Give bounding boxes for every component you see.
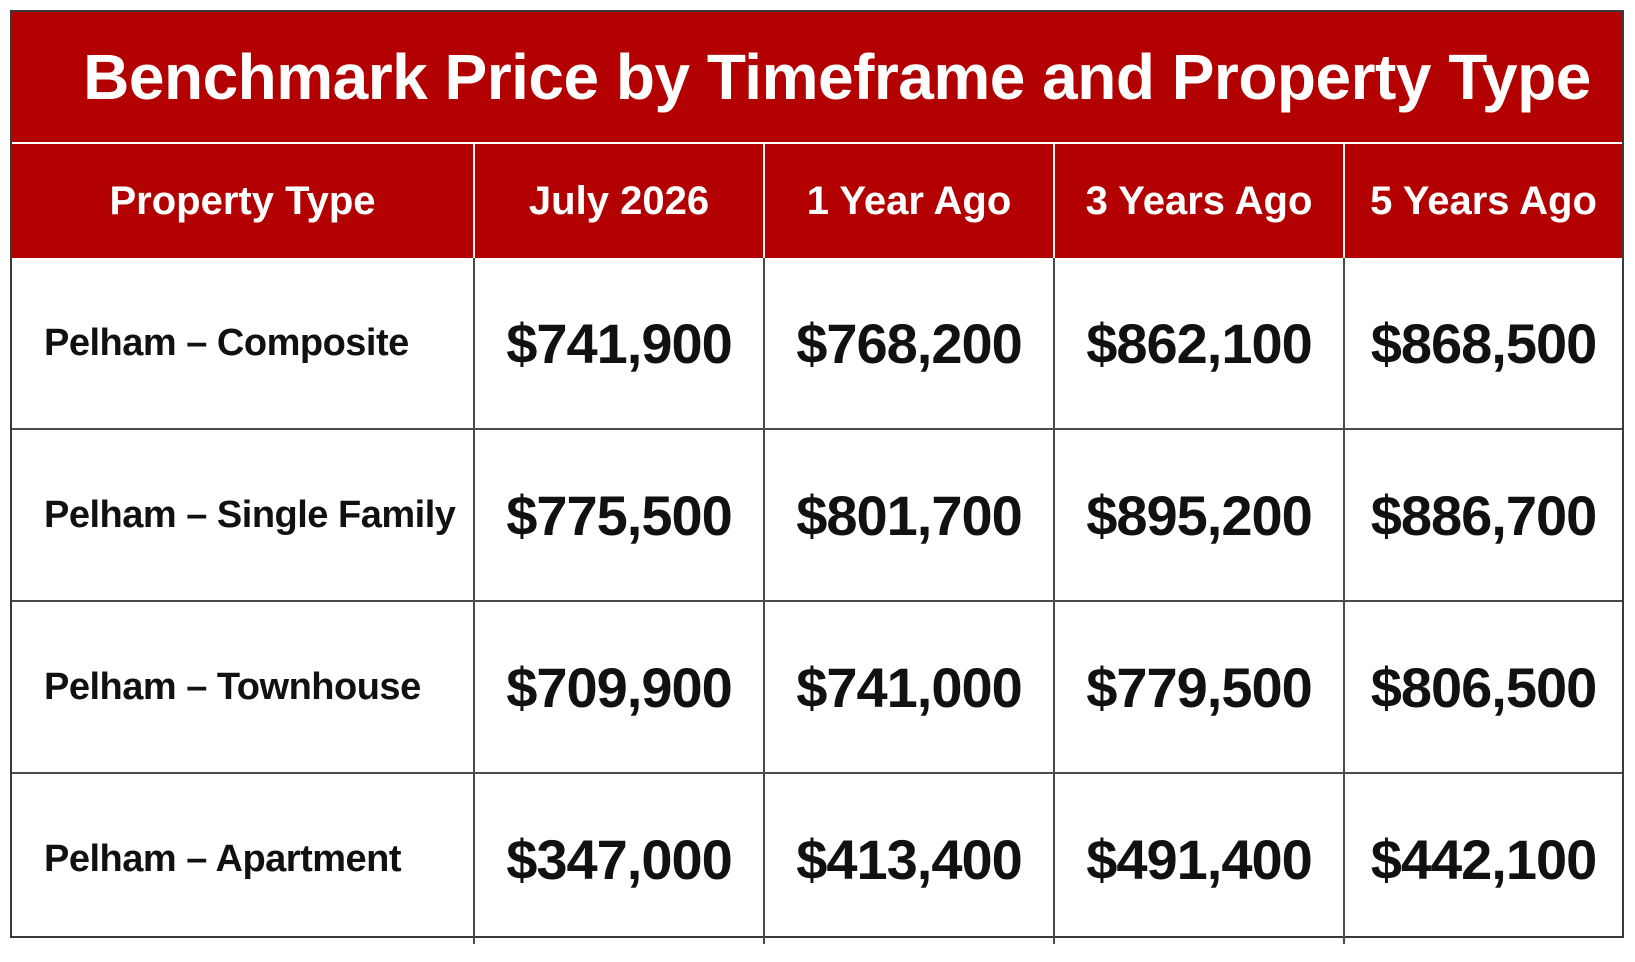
price-cell: $768,200 xyxy=(763,258,1054,429)
column-header: 3 Years Ago xyxy=(1053,144,1344,258)
price-cell: $806,500 xyxy=(1343,600,1622,773)
price-cell: $868,500 xyxy=(1343,258,1622,429)
table-row: Pelham – Single Family $775,500 $801,700… xyxy=(12,428,1622,601)
price-cell: $442,100 xyxy=(1343,772,1622,944)
column-header: 5 Years Ago xyxy=(1343,144,1622,258)
price-cell: $347,000 xyxy=(473,772,764,944)
title-bar: Benchmark Price by Timeframe and Propert… xyxy=(12,12,1622,144)
property-type-cell: Pelham – Townhouse xyxy=(12,600,474,773)
table-row: Pelham – Apartment $347,000 $413,400 $49… xyxy=(12,772,1622,944)
price-cell: $741,000 xyxy=(763,600,1054,773)
price-cell: $862,100 xyxy=(1053,258,1344,429)
property-type-cell: Pelham – Apartment xyxy=(12,772,474,944)
column-header: July 2026 xyxy=(473,144,764,258)
benchmark-price-table: Property Type July 2026 1 Year Ago 3 Yea… xyxy=(12,144,1622,944)
price-cell: $895,200 xyxy=(1053,428,1344,601)
price-cell: $741,900 xyxy=(473,258,764,429)
property-type-cell: Pelham – Single Family xyxy=(12,428,474,601)
price-cell: $413,400 xyxy=(763,772,1054,944)
chart-title: Benchmark Price by Timeframe and Propert… xyxy=(83,41,1591,113)
price-cell: $709,900 xyxy=(473,600,764,773)
column-header: 1 Year Ago xyxy=(763,144,1054,258)
price-cell: $491,400 xyxy=(1053,772,1344,944)
price-cell: $779,500 xyxy=(1053,600,1344,773)
table-row: Pelham – Townhouse $709,900 $741,000 $77… xyxy=(12,600,1622,773)
header-row: Property Type July 2026 1 Year Ago 3 Yea… xyxy=(12,144,1622,258)
price-cell: $775,500 xyxy=(473,428,764,601)
table-row: Pelham – Composite $741,900 $768,200 $86… xyxy=(12,258,1622,429)
price-cell: $886,700 xyxy=(1343,428,1622,601)
property-type-cell: Pelham – Composite xyxy=(44,321,409,364)
column-header: Property Type xyxy=(12,144,474,258)
benchmark-table-card: Benchmark Price by Timeframe and Propert… xyxy=(10,10,1624,944)
price-cell: $801,700 xyxy=(763,428,1054,601)
